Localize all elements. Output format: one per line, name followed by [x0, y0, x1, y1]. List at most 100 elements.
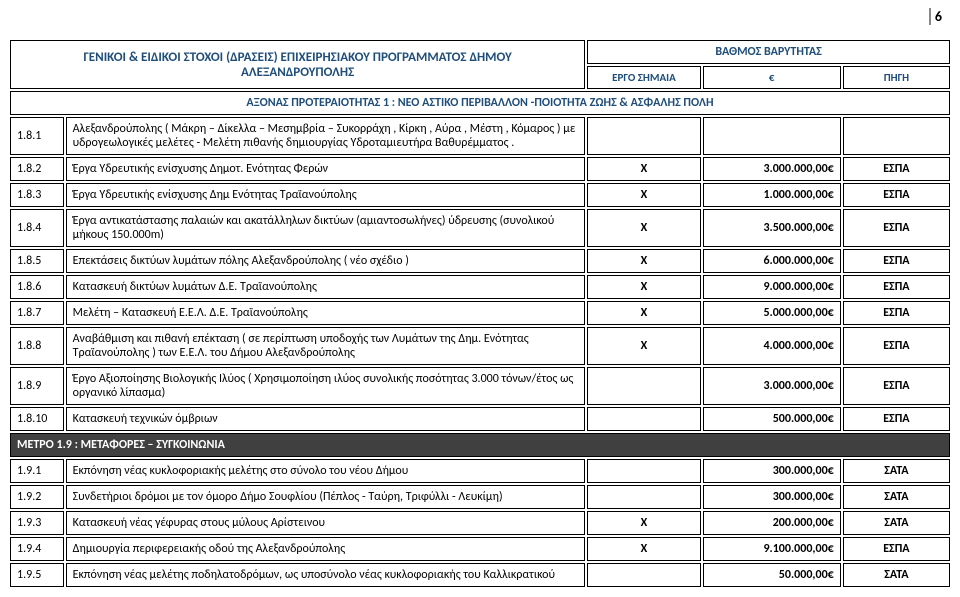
row-number: 1.9.1 — [10, 459, 64, 483]
axis-title: ΑΞΟΝΑΣ ΠΡΟΤΕΡΑΙΟΤΗΤΑΣ 1 : ΝΕΟ ΑΣΤΙΚΟ ΠΕΡ… — [10, 91, 950, 115]
metro-title: ΜΕΤΡΟ 1.9 : ΜΕΤΑΦΟΡΕΣ – ΣΥΓΚΟΙΝΩΝΙΑ — [10, 433, 950, 457]
row-number: 1.8.7 — [10, 301, 64, 325]
table-row: 1.8.1Αλεξανδρούπολης ( Μάκρη – Δίκελλα –… — [10, 117, 950, 155]
header-title: ΓΕΝΙΚΟΙ & ΕΙΔΙΚΟΙ ΣΤΟΧΟΙ (ΔΡΑΣΕΙΣ) ΕΠΙΧΕ… — [10, 40, 585, 89]
row-number: 1.8.10 — [10, 407, 64, 431]
table-row: 1.8.2Έργα Υδρευτικής ενίσχυσης Δημοτ. Εν… — [10, 157, 950, 181]
table-row: 1.9.4Δημιουργία περιφερειακής οδού της Α… — [10, 537, 950, 561]
col-euro-header: € — [703, 66, 841, 89]
row-number: 1.8.2 — [10, 157, 64, 181]
row-euro: 4.000.000,00€ — [703, 327, 841, 365]
row-flag — [587, 485, 700, 509]
row-source: ΕΣΠΑ — [843, 407, 950, 431]
row-flag: Χ — [587, 275, 700, 299]
row-flag: Χ — [587, 537, 700, 561]
row-flag: Χ — [587, 209, 700, 247]
row-source: ΕΣΠΑ — [843, 209, 950, 247]
row-flag — [587, 367, 700, 405]
table-row: 1.8.7Μελέτη – Κατασκευή Ε.Ε.Λ. Δ.Ε. Τραϊ… — [10, 301, 950, 325]
row-flag: Χ — [587, 301, 700, 325]
row-description: Μελέτη – Κατασκευή Ε.Ε.Λ. Δ.Ε. Τραϊανούπ… — [66, 301, 586, 325]
row-description: Κατασκευή τεχνικών όμβριων — [66, 407, 586, 431]
page-number: 6 — [929, 8, 952, 25]
weight-title: ΒΑΘΜΟΣ ΒΑΡΥΤΗΤΑΣ — [587, 40, 950, 64]
row-description: Επεκτάσεις δικτύων λυμάτων πόλης Αλεξανδ… — [66, 249, 586, 273]
col-flag-header: ΕΡΓΟ ΣΗΜΑΙΑ — [587, 66, 700, 89]
row-source: ΕΣΠΑ — [843, 367, 950, 405]
row-euro: 500.000,00€ — [703, 407, 841, 431]
row-euro: 1.000.000,00€ — [703, 183, 841, 207]
row-number: 1.8.1 — [10, 117, 64, 155]
table-row: 1.8.6Κατασκευή δικτύων λυμάτων Δ.Ε. Τραϊ… — [10, 275, 950, 299]
row-source: ΕΣΠΑ — [843, 301, 950, 325]
row-number: 1.8.5 — [10, 249, 64, 273]
row-euro: 9.000.000,00€ — [703, 275, 841, 299]
main-table: ΓΕΝΙΚΟΙ & ΕΙΔΙΚΟΙ ΣΤΟΧΟΙ (ΔΡΑΣΕΙΣ) ΕΠΙΧΕ… — [8, 38, 952, 589]
row-euro — [703, 117, 841, 155]
table-row: 1.9.2Συνδετήριοι δρόμοι με τον όμορο Δήμ… — [10, 485, 950, 509]
row-source: ΕΣΠΑ — [843, 249, 950, 273]
row-number: 1.8.6 — [10, 275, 64, 299]
row-euro: 3.000.000,00€ — [703, 157, 841, 181]
row-description: Κατασκευή δικτύων λυμάτων Δ.Ε. Τραϊανούπ… — [66, 275, 586, 299]
row-description: Κατασκευή νέας γέφυρας στους μύλους Αρίσ… — [66, 511, 586, 535]
row-euro: 50.000,00€ — [703, 563, 841, 587]
table-row: 1.8.3Έργα Υδρευτικής ενίσχυσης Δημ Ενότη… — [10, 183, 950, 207]
row-number: 1.9.2 — [10, 485, 64, 509]
row-euro: 6.000.000,00€ — [703, 249, 841, 273]
row-source: ΕΣΠΑ — [843, 275, 950, 299]
row-source: ΣΑΤΑ — [843, 563, 950, 587]
row-flag — [587, 459, 700, 483]
row-number: 1.8.4 — [10, 209, 64, 247]
table-row: 1.9.1Εκπόνηση νέας κυκλοφοριακής μελέτης… — [10, 459, 950, 483]
row-source: ΣΑΤΑ — [843, 485, 950, 509]
col-src-header: ΠΗΓΗ — [843, 66, 950, 89]
row-flag: Χ — [587, 327, 700, 365]
table-row: 1.8.10Κατασκευή τεχνικών όμβριων 500.000,… — [10, 407, 950, 431]
row-description: Συνδετήριοι δρόμοι με τον όμορο Δήμο Σου… — [66, 485, 586, 509]
row-flag: Χ — [587, 511, 700, 535]
row-flag — [587, 407, 700, 431]
row-flag: Χ — [587, 157, 700, 181]
row-description: Έργα Υδρευτικής ενίσχυσης Δημοτ. Ενότητα… — [66, 157, 586, 181]
row-source: ΕΣΠΑ — [843, 157, 950, 181]
row-euro: 300.000,00€ — [703, 459, 841, 483]
row-source: ΣΑΤΑ — [843, 459, 950, 483]
row-description: Δημιουργία περιφερειακής οδού της Αλεξαν… — [66, 537, 586, 561]
row-euro: 200.000,00€ — [703, 511, 841, 535]
row-number: 1.8.9 — [10, 367, 64, 405]
row-source: ΣΑΤΑ — [843, 511, 950, 535]
row-euro: 300.000,00€ — [703, 485, 841, 509]
row-number: 1.8.3 — [10, 183, 64, 207]
table-row: 1.9.5Εκπόνηση νέας μελέτης ποδηλατοδρόμω… — [10, 563, 950, 587]
row-description: Έργα Υδρευτικής ενίσχυσης Δημ Ενότητας Τ… — [66, 183, 586, 207]
table-row: 1.8.5Επεκτάσεις δικτύων λυμάτων πόλης Αλ… — [10, 249, 950, 273]
table-row: 1.8.8Αναβάθμιση και πιθανή επέκταση ( σε… — [10, 327, 950, 365]
title-line2: ΑΛΕΞΑΝΔΡΟΥΠΟΛΗΣ — [17, 65, 578, 80]
row-euro: 5.000.000,00€ — [703, 301, 841, 325]
table-row: 1.8.4Έργα αντικατάστασης παλαιών και ακα… — [10, 209, 950, 247]
row-description: Εκπόνηση νέας μελέτης ποδηλατοδρόμων, ως… — [66, 563, 586, 587]
row-number: 1.9.5 — [10, 563, 64, 587]
row-flag: Χ — [587, 249, 700, 273]
row-flag — [587, 117, 700, 155]
row-flag: Χ — [587, 183, 700, 207]
title-line1: ΓΕΝΙΚΟΙ & ΕΙΔΙΚΟΙ ΣΤΟΧΟΙ (ΔΡΑΣΕΙΣ) ΕΠΙΧΕ… — [17, 50, 578, 65]
row-euro: 3.000.000,00€ — [703, 367, 841, 405]
row-description: Αλεξανδρούπολης ( Μάκρη – Δίκελλα – Μεση… — [66, 117, 586, 155]
row-number: 1.9.3 — [10, 511, 64, 535]
row-source: ΕΣΠΑ — [843, 327, 950, 365]
row-source: ΕΣΠΑ — [843, 183, 950, 207]
row-source — [843, 117, 950, 155]
row-source: ΕΣΠΑ — [843, 537, 950, 561]
row-flag — [587, 563, 700, 587]
table-row: 1.8.9Έργο Αξιοποίησης Βιολογικής Ιλύος (… — [10, 367, 950, 405]
row-euro: 3.500.000,00€ — [703, 209, 841, 247]
row-euro: 9.100.000,00€ — [703, 537, 841, 561]
row-description: Εκπόνηση νέας κυκλοφοριακής μελέτης στο … — [66, 459, 586, 483]
row-number: 1.9.4 — [10, 537, 64, 561]
table-row: 1.9.3Κατασκευή νέας γέφυρας στους μύλους… — [10, 511, 950, 535]
row-number: 1.8.8 — [10, 327, 64, 365]
row-description: Αναβάθμιση και πιθανή επέκταση ( σε περί… — [66, 327, 586, 365]
row-description: Έργα αντικατάστασης παλαιών και ακατάλλη… — [66, 209, 586, 247]
